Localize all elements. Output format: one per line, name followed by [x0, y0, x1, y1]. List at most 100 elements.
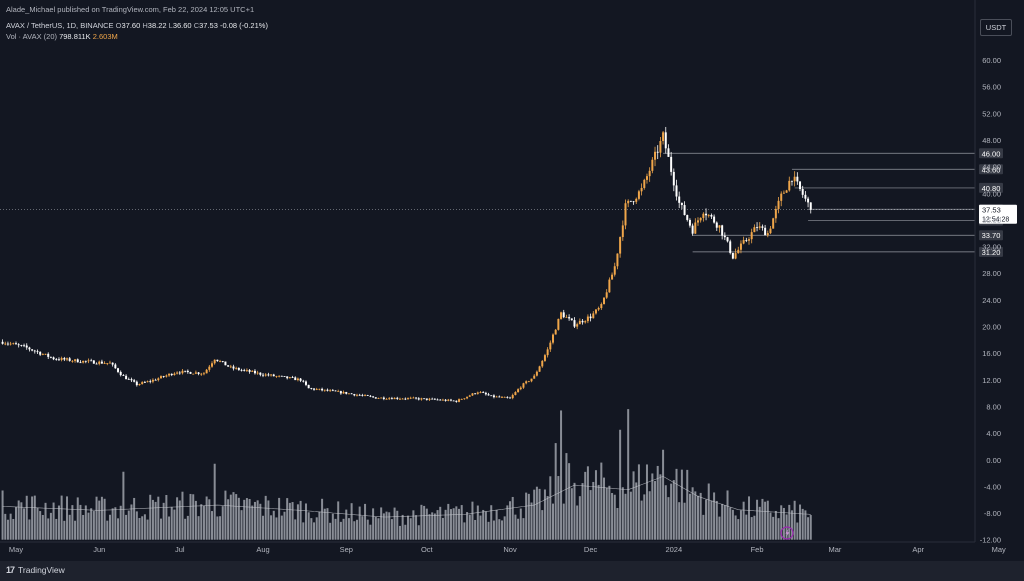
candle-body: [729, 241, 732, 253]
volume-bar: [95, 496, 98, 540]
candle-body: [514, 392, 517, 396]
volume-bar: [262, 515, 265, 540]
candle-body: [570, 318, 573, 321]
volume-bar: [315, 517, 318, 540]
candle-body: [568, 317, 571, 319]
candle-body: [643, 179, 646, 188]
candle-body: [41, 354, 44, 355]
candle-body: [782, 192, 785, 194]
candle-body: [157, 378, 160, 381]
volume-bar: [17, 500, 20, 540]
volume-bar: [651, 473, 654, 540]
volume-bar: [645, 464, 648, 540]
candle-body: [600, 304, 603, 309]
candle-body: [500, 396, 503, 398]
volume-bar: [245, 498, 248, 540]
candle-body: [173, 373, 176, 376]
volume-label[interactable]: Vol · AVAX (20): [6, 32, 57, 41]
candle-body: [149, 381, 152, 383]
candle-body: [511, 395, 514, 399]
volume-bar: [108, 514, 111, 540]
candle-body: [721, 225, 724, 236]
time-axis[interactable]: May Jun Jul Aug Sep Oct Nov Dec 2024 Feb Mar Apr May: [0, 541, 1006, 554]
symbol-name[interactable]: AVAX / TetherUS, 1D, BINANCE: [6, 21, 114, 30]
candle-body: [82, 360, 85, 363]
candle-body: [476, 392, 479, 394]
price-tick-label: 60.00: [982, 56, 1001, 65]
candle-body: [756, 227, 759, 228]
volume-bar: [471, 501, 474, 540]
lightning-icon[interactable]: [780, 526, 794, 540]
candle-body: [98, 361, 101, 364]
candle-body: [326, 389, 329, 391]
volume-bar: [799, 504, 802, 540]
volume-bar: [611, 493, 614, 540]
price-tick-label: 52.00: [982, 109, 1001, 118]
volume-bar: [463, 522, 466, 540]
volume-bar: [476, 505, 479, 540]
candle-body: [769, 228, 772, 234]
candle-body: [468, 395, 471, 397]
candle-body: [621, 225, 624, 238]
volume-bar: [286, 498, 289, 540]
time-tick-label: Mar: [828, 545, 841, 554]
volume-bar: [782, 507, 785, 540]
candle-body: [229, 366, 232, 368]
candle-body: [731, 252, 734, 259]
candle-body: [487, 394, 490, 396]
candle-body: [541, 360, 544, 367]
candle-body: [170, 373, 173, 376]
level-label-box: [979, 164, 1003, 175]
volume-bar: [756, 499, 759, 540]
volume-bar: [291, 502, 294, 540]
volume-bar: [192, 494, 195, 540]
volume-bar: [240, 510, 243, 540]
candle-body: [106, 362, 109, 364]
volume-bar: [412, 510, 415, 540]
candle-body: [715, 222, 718, 228]
candle-body: [135, 381, 138, 386]
price-axis[interactable]: 60.00 56.00 52.00 48.00 44.00 40.00 36.00 32.00…: [974, 0, 1001, 545]
volume-bar: [737, 519, 740, 540]
volume-bar: [560, 410, 563, 540]
candle-body: [710, 214, 713, 217]
level-label: 33.70: [982, 231, 1001, 240]
volume-bar: [605, 487, 608, 540]
candle-body: [632, 201, 635, 203]
volume-bar: [460, 505, 463, 540]
lightning-icon-bolt: [785, 529, 790, 537]
volume-bar: [710, 500, 713, 540]
volume-bar: [227, 499, 230, 540]
volume-bar: [517, 518, 520, 540]
candle-body: [603, 297, 606, 305]
candle-body: [766, 233, 769, 236]
volume-bar: [458, 508, 461, 540]
currency-button[interactable]: USDT: [980, 19, 1012, 36]
volume-bar: [200, 504, 203, 540]
volume-bar: [578, 496, 581, 540]
candle-body: [202, 373, 205, 375]
candle-body: [221, 361, 224, 362]
candle-body: [404, 398, 407, 400]
time-tick-label: Dec: [584, 545, 598, 554]
candle-body: [270, 374, 273, 376]
volume-bar: [731, 509, 734, 540]
candle-body: [52, 357, 55, 360]
candle-body: [60, 358, 63, 360]
candle-body: [133, 380, 136, 382]
level-label-box: [979, 148, 1003, 159]
candle-body: [807, 198, 810, 203]
candle-body: [227, 365, 230, 367]
candle-body: [313, 388, 316, 390]
volume-bar: [407, 515, 410, 540]
volume-bar: [640, 500, 643, 540]
candle-body: [237, 367, 240, 370]
tradingview-logo[interactable]: 17 TradingView: [6, 565, 65, 575]
volume-bar: [613, 494, 616, 540]
volume-bar: [133, 497, 136, 540]
volume-bar: [509, 501, 512, 540]
candle-body: [159, 376, 162, 379]
candle-body: [114, 364, 117, 369]
volume-bar: [41, 514, 44, 540]
